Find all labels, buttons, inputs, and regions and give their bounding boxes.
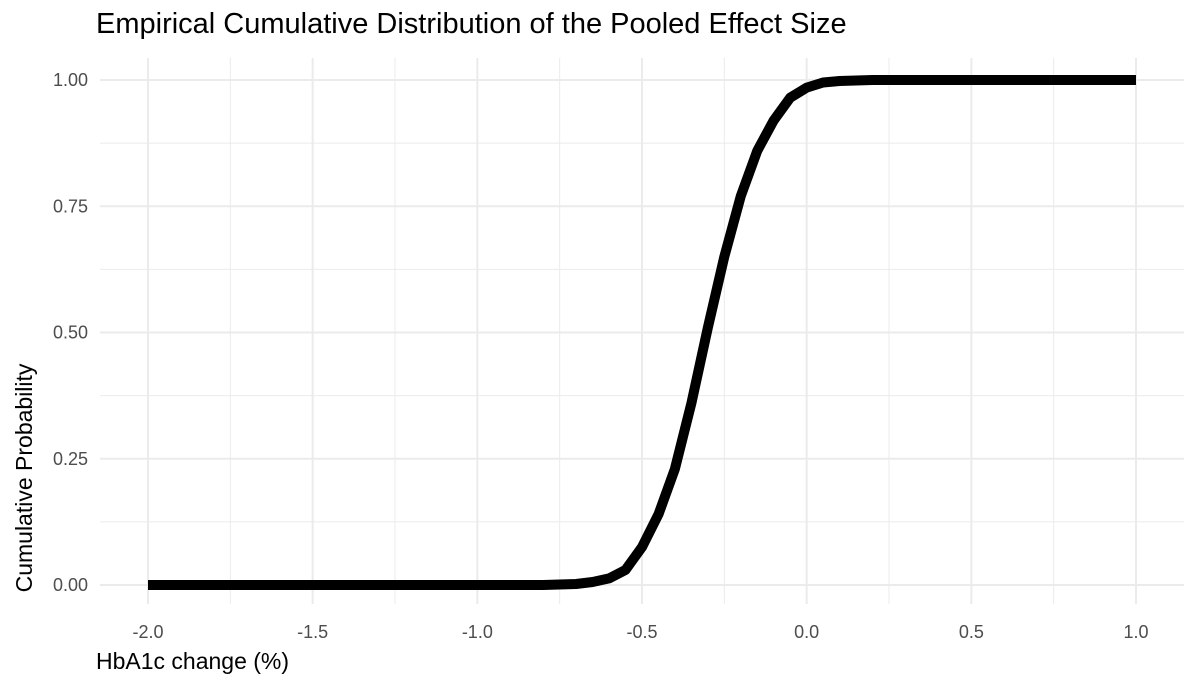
x-tick-label: -1.0 bbox=[462, 622, 493, 642]
x-tick-label: 1.0 bbox=[1123, 622, 1148, 642]
x-tick-label: -0.5 bbox=[626, 622, 657, 642]
x-tick-label: 0.5 bbox=[959, 622, 984, 642]
grid-lines bbox=[100, 58, 1184, 604]
ecdf-line bbox=[148, 75, 1136, 590]
y-tick-label: 0.25 bbox=[53, 449, 88, 469]
x-axis-title: HbA1c change (%) bbox=[96, 648, 289, 674]
tick-labels: -2.0 -1.5 -1.0 -0.5 0.0 0.5 1.0 0.00 0.25 0.50 0.7… bbox=[53, 70, 1149, 642]
x-tick-label: 0.0 bbox=[794, 622, 819, 642]
x-tick-label: -2.0 bbox=[132, 622, 163, 642]
y-tick-label: 0.50 bbox=[53, 323, 88, 343]
y-tick-label: 1.00 bbox=[53, 70, 88, 90]
y-axis-title: Cumulative Probability bbox=[11, 363, 37, 592]
x-tick-label: -1.5 bbox=[297, 622, 328, 642]
y-tick-label: 0.00 bbox=[53, 575, 88, 595]
y-tick-label: 0.75 bbox=[53, 196, 88, 216]
chart-title: Empirical Cumulative Distribution of the… bbox=[96, 8, 847, 40]
series-layer bbox=[148, 75, 1136, 590]
